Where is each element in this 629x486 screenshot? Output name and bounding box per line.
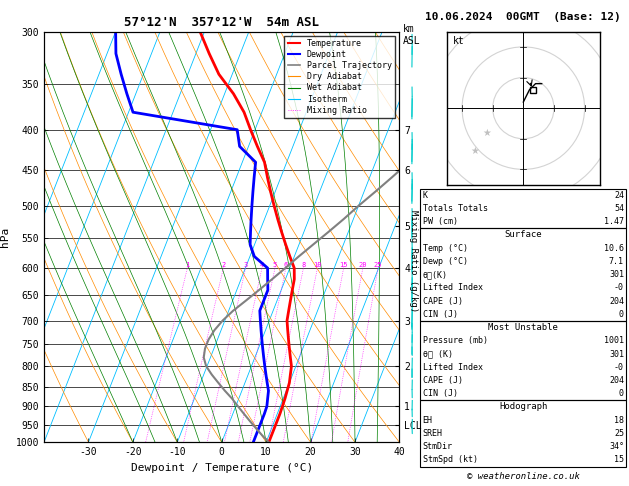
- Text: Dewp (°C): Dewp (°C): [423, 257, 468, 266]
- Text: CAPE (J): CAPE (J): [423, 376, 463, 385]
- Text: 25: 25: [374, 262, 382, 268]
- Text: 204: 204: [609, 296, 624, 306]
- Text: 18: 18: [614, 416, 624, 425]
- Text: CIN (J): CIN (J): [423, 389, 458, 398]
- Text: kt: kt: [453, 36, 465, 46]
- Text: -0: -0: [614, 283, 624, 293]
- Y-axis label: hPa: hPa: [0, 227, 10, 247]
- Text: Temp (°C): Temp (°C): [423, 243, 468, 253]
- Text: 301: 301: [609, 349, 624, 359]
- Text: 204: 204: [609, 376, 624, 385]
- Text: 57°12'N  357°12'W  54m ASL: 57°12'N 357°12'W 54m ASL: [124, 16, 320, 29]
- Text: 1001: 1001: [604, 336, 624, 345]
- Text: 10.6: 10.6: [604, 243, 624, 253]
- Text: 0: 0: [619, 310, 624, 319]
- Text: km
ASL: km ASL: [403, 24, 420, 46]
- Text: CIN (J): CIN (J): [423, 310, 458, 319]
- Text: 25: 25: [614, 429, 624, 438]
- Text: 301: 301: [609, 270, 624, 279]
- Text: 10: 10: [313, 262, 321, 268]
- Text: Lifted Index: Lifted Index: [423, 283, 482, 293]
- Text: 1: 1: [185, 262, 189, 268]
- Text: 34°: 34°: [609, 442, 624, 451]
- Text: ★: ★: [482, 128, 491, 138]
- Text: K: K: [423, 191, 428, 200]
- Text: 15: 15: [614, 455, 624, 465]
- Text: 1.47: 1.47: [604, 217, 624, 226]
- Text: 6: 6: [284, 262, 288, 268]
- Text: 4: 4: [260, 262, 264, 268]
- Text: 8: 8: [301, 262, 306, 268]
- Text: 54: 54: [614, 204, 624, 213]
- Text: 5: 5: [273, 262, 277, 268]
- Text: Surface: Surface: [504, 230, 542, 240]
- Text: 0: 0: [619, 389, 624, 398]
- Text: 24: 24: [614, 191, 624, 200]
- Text: 15: 15: [340, 262, 348, 268]
- Text: Lifted Index: Lifted Index: [423, 363, 482, 372]
- Text: SREH: SREH: [423, 429, 443, 438]
- Text: Most Unstable: Most Unstable: [488, 323, 559, 332]
- Text: CAPE (J): CAPE (J): [423, 296, 463, 306]
- Text: StmDir: StmDir: [423, 442, 453, 451]
- Legend: Temperature, Dewpoint, Parcel Trajectory, Dry Adiabat, Wet Adiabat, Isotherm, Mi: Temperature, Dewpoint, Parcel Trajectory…: [284, 36, 395, 118]
- Text: EH: EH: [423, 416, 433, 425]
- Text: ★: ★: [470, 146, 479, 156]
- X-axis label: Dewpoint / Temperature (°C): Dewpoint / Temperature (°C): [131, 463, 313, 473]
- Text: -0: -0: [614, 363, 624, 372]
- Text: Totals Totals: Totals Totals: [423, 204, 487, 213]
- Text: θᴇ (K): θᴇ (K): [423, 349, 453, 359]
- Text: Pressure (mb): Pressure (mb): [423, 336, 487, 345]
- Text: PW (cm): PW (cm): [423, 217, 458, 226]
- Text: 2: 2: [221, 262, 225, 268]
- Text: 10.06.2024  00GMT  (Base: 12): 10.06.2024 00GMT (Base: 12): [425, 12, 621, 22]
- Text: 7.1: 7.1: [609, 257, 624, 266]
- Text: © weatheronline.co.uk: © weatheronline.co.uk: [467, 472, 580, 481]
- Text: StmSpd (kt): StmSpd (kt): [423, 455, 477, 465]
- Text: θᴇ(K): θᴇ(K): [423, 270, 448, 279]
- Text: 20: 20: [359, 262, 367, 268]
- Text: Mixing Ratio (g/kg): Mixing Ratio (g/kg): [409, 210, 418, 312]
- Text: Hodograph: Hodograph: [499, 402, 547, 412]
- Text: 3: 3: [243, 262, 248, 268]
